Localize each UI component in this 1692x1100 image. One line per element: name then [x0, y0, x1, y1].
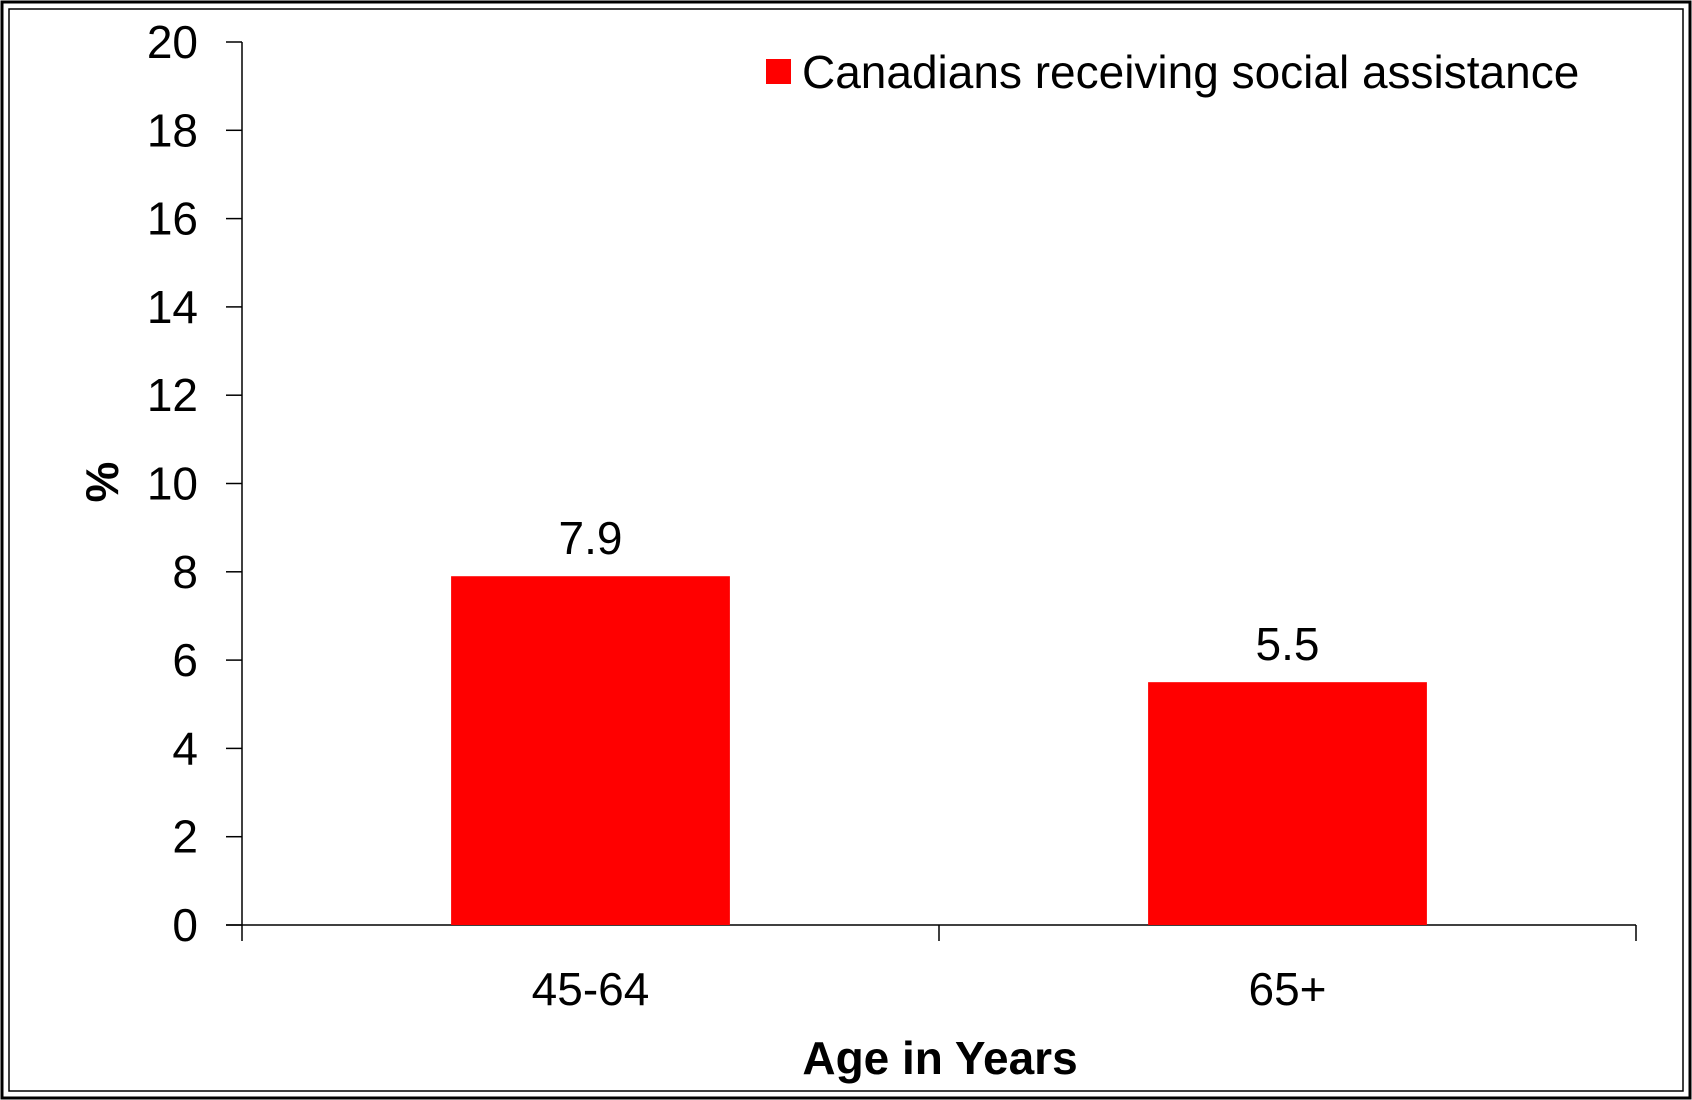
x-category-label: 65+ [1248, 963, 1326, 1015]
y-tick-label: 4 [172, 722, 198, 774]
y-tick-label: 8 [172, 546, 198, 598]
y-tick-label: 6 [172, 634, 198, 686]
chart-border-inner [8, 8, 1684, 1092]
x-axis: 45-64 65+ [226, 924, 1637, 1015]
y-tick-label: 20 [147, 16, 198, 68]
y-tick-label: 14 [147, 281, 198, 333]
bar [451, 576, 730, 925]
y-axis: 0 2 4 6 8 10 12 14 16 18 20 [147, 16, 243, 951]
bars [451, 576, 1427, 925]
y-axis-title: % [76, 462, 128, 503]
y-tick-label: 10 [147, 458, 198, 510]
y-tick-label: 12 [147, 369, 198, 421]
bar [1148, 682, 1427, 925]
y-tick-label: 0 [172, 899, 198, 951]
bar-value-label: 7.9 [559, 512, 623, 564]
y-tick-label: 16 [147, 193, 198, 245]
y-tick-label: 18 [147, 104, 198, 156]
bar-value-label: 5.5 [1256, 618, 1320, 670]
x-category-label: 45-64 [532, 963, 650, 1015]
x-axis-title: Age in Years [802, 1032, 1077, 1084]
legend-swatch [766, 59, 791, 84]
legend: Canadians receiving social assistance [766, 46, 1579, 98]
y-tick-label: 2 [172, 811, 198, 863]
data-labels: 7.9 5.5 [559, 512, 1320, 670]
legend-label: Canadians receiving social assistance [802, 46, 1579, 98]
